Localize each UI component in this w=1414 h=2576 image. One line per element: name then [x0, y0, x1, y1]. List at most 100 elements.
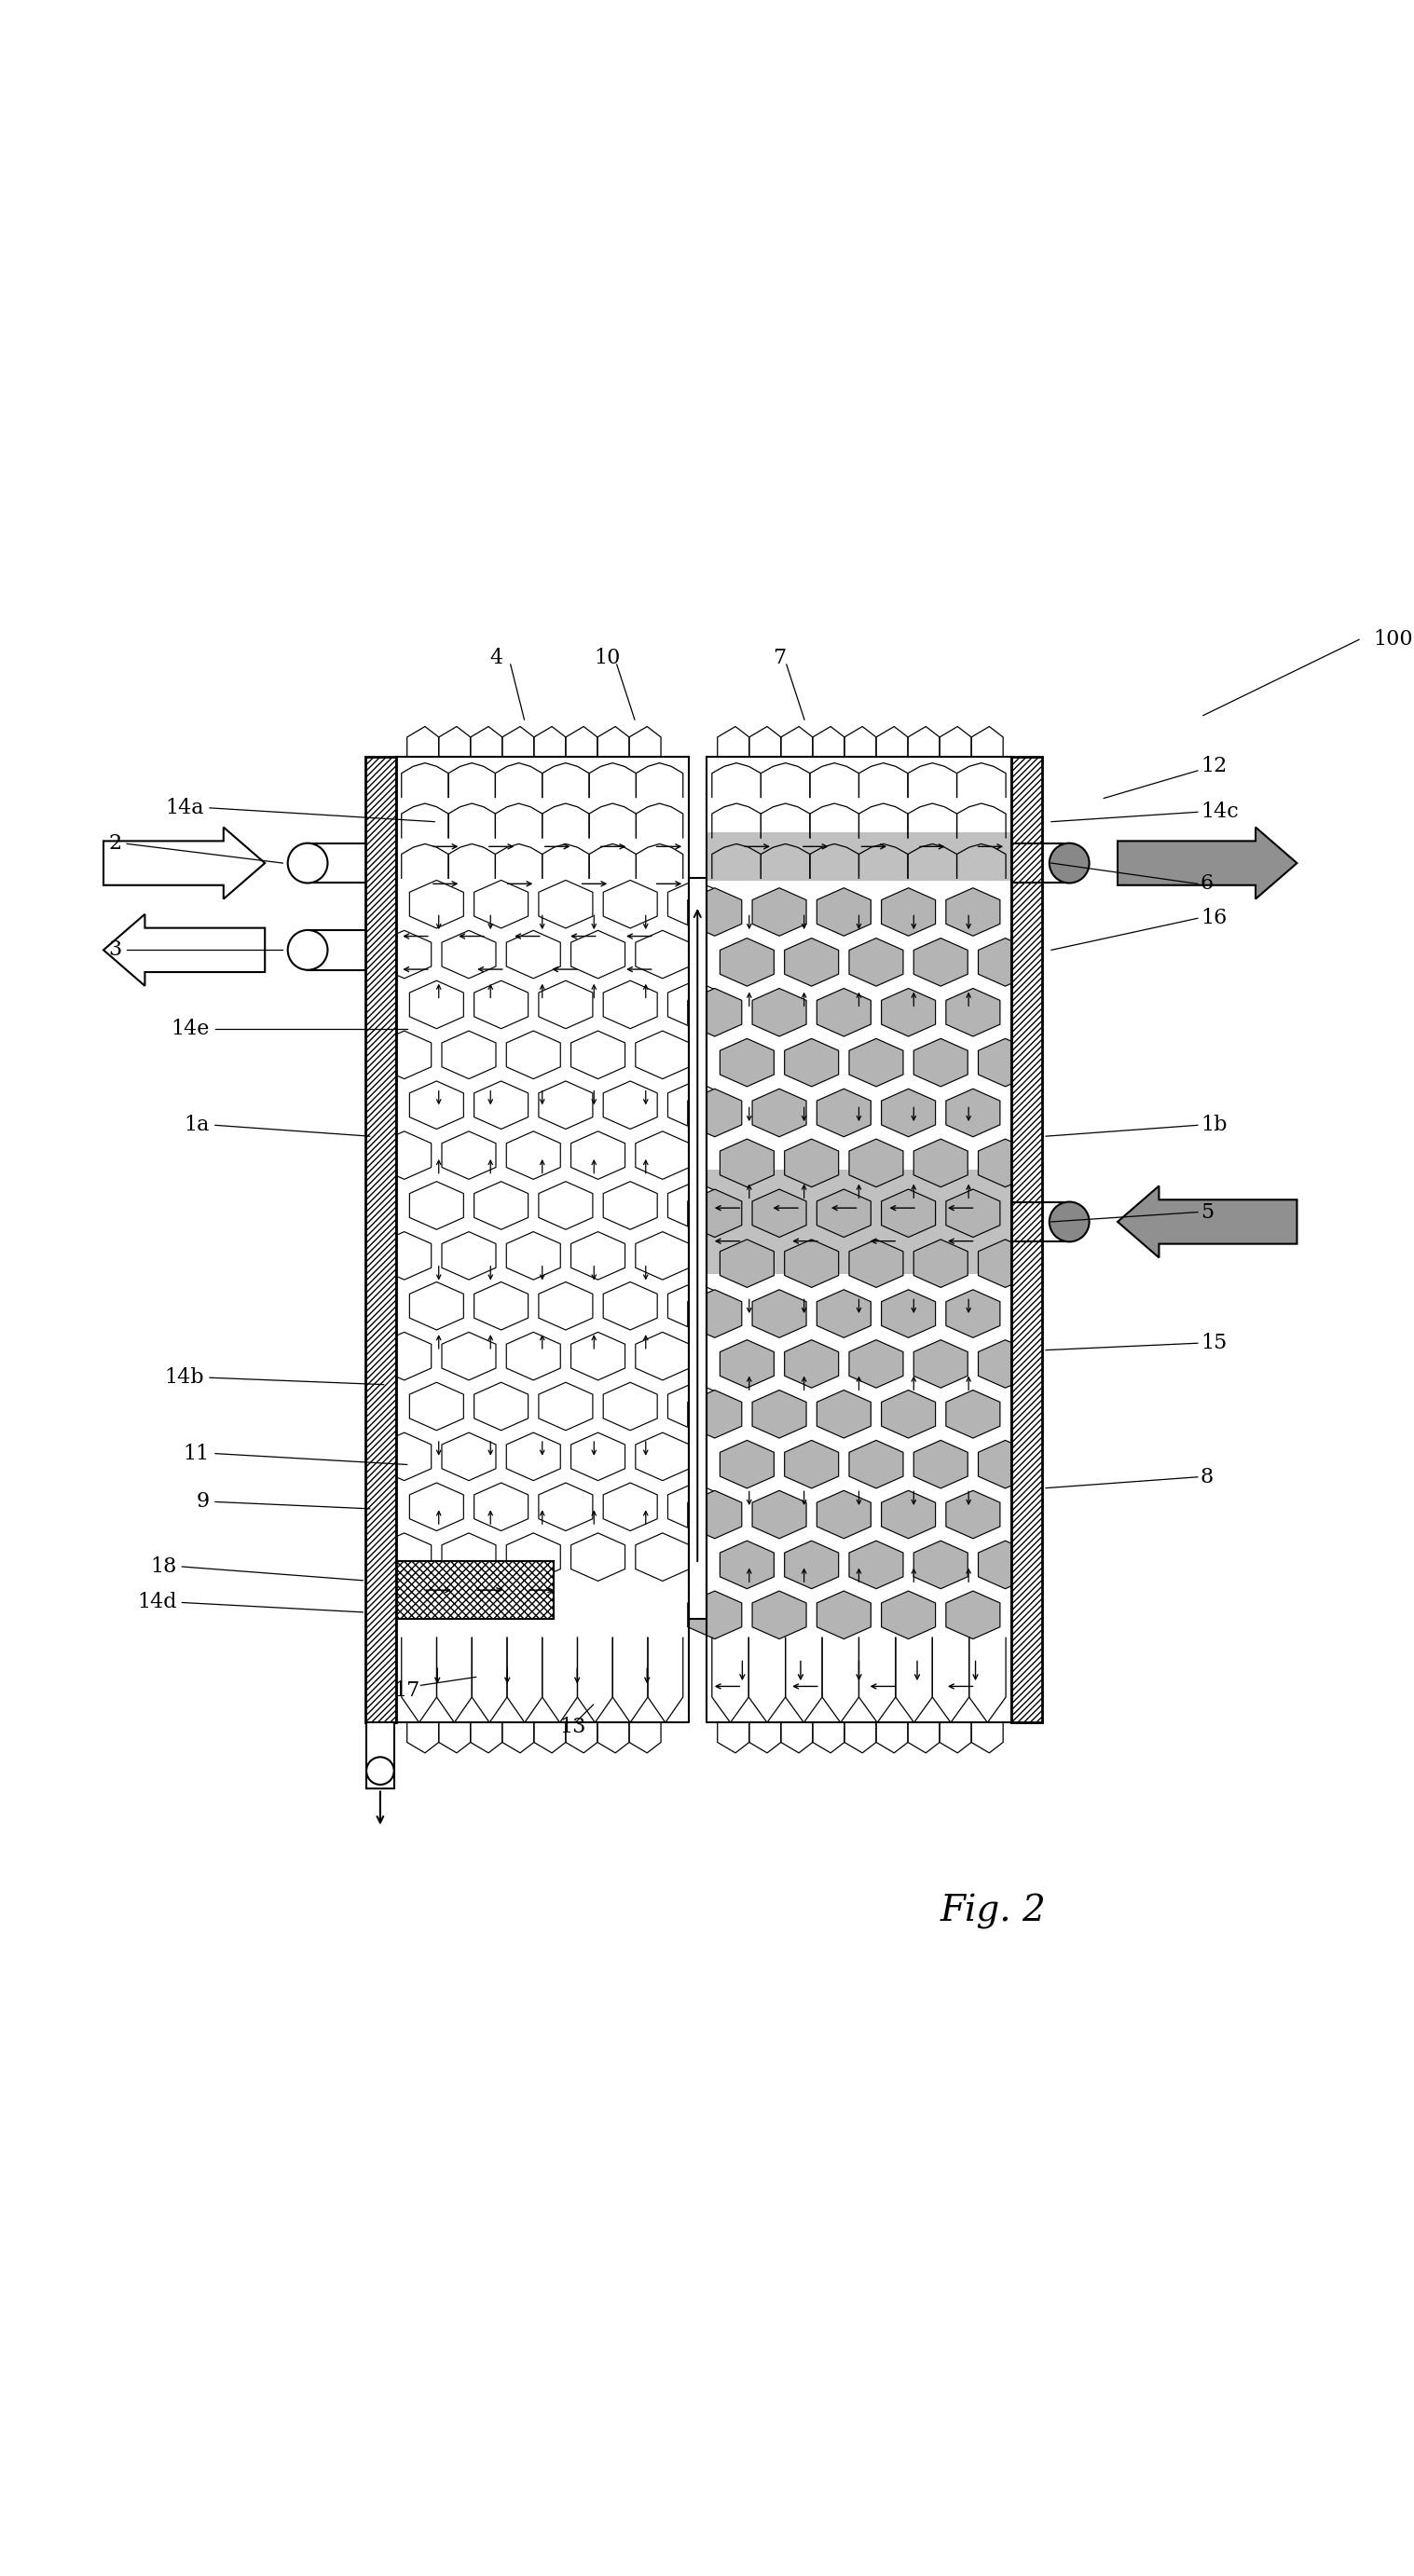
- Polygon shape: [687, 989, 742, 1036]
- Polygon shape: [687, 889, 742, 935]
- Polygon shape: [410, 1182, 464, 1229]
- Polygon shape: [410, 881, 464, 927]
- Polygon shape: [441, 1332, 496, 1381]
- Polygon shape: [946, 1090, 1000, 1136]
- Polygon shape: [687, 1190, 742, 1236]
- Polygon shape: [474, 1082, 529, 1128]
- Polygon shape: [378, 1131, 431, 1180]
- Bar: [396, 1561, 554, 1620]
- Text: 18: 18: [150, 1556, 177, 1577]
- Polygon shape: [817, 1291, 871, 1337]
- Text: 100: 100: [1373, 629, 1413, 649]
- Polygon shape: [913, 1239, 967, 1288]
- Polygon shape: [378, 1030, 431, 1079]
- Polygon shape: [378, 930, 431, 979]
- Polygon shape: [752, 1090, 806, 1136]
- Polygon shape: [946, 1492, 1000, 1538]
- Polygon shape: [1117, 827, 1297, 899]
- Polygon shape: [881, 1391, 936, 1437]
- Polygon shape: [635, 930, 690, 979]
- Polygon shape: [687, 1492, 742, 1538]
- Polygon shape: [410, 1283, 464, 1329]
- Polygon shape: [946, 1391, 1000, 1437]
- Polygon shape: [817, 1190, 871, 1236]
- Polygon shape: [474, 1484, 529, 1530]
- Text: 13: 13: [560, 1716, 585, 1736]
- Polygon shape: [441, 1030, 496, 1079]
- Polygon shape: [752, 1291, 806, 1337]
- Polygon shape: [506, 1332, 560, 1381]
- Polygon shape: [571, 930, 625, 979]
- Polygon shape: [474, 1182, 529, 1229]
- Polygon shape: [506, 1231, 560, 1280]
- Polygon shape: [604, 1283, 658, 1329]
- Text: 5: 5: [1200, 1203, 1213, 1224]
- Text: 14b: 14b: [164, 1368, 204, 1388]
- Polygon shape: [817, 989, 871, 1036]
- Polygon shape: [571, 1231, 625, 1280]
- Polygon shape: [720, 1340, 773, 1388]
- Text: 12: 12: [1200, 757, 1227, 778]
- Polygon shape: [752, 1391, 806, 1437]
- Polygon shape: [752, 889, 806, 935]
- Polygon shape: [506, 1030, 560, 1079]
- Polygon shape: [687, 1090, 742, 1136]
- Polygon shape: [687, 1391, 742, 1437]
- Text: 11: 11: [184, 1443, 209, 1463]
- Polygon shape: [667, 1383, 723, 1430]
- Text: 4: 4: [491, 647, 503, 667]
- Bar: [707, 1170, 1011, 1275]
- Polygon shape: [913, 1038, 967, 1087]
- Circle shape: [1049, 1203, 1089, 1242]
- Polygon shape: [378, 1231, 431, 1280]
- Bar: [689, 878, 707, 1620]
- Polygon shape: [850, 1540, 904, 1589]
- Bar: [707, 832, 1011, 881]
- Polygon shape: [752, 1190, 806, 1236]
- Polygon shape: [978, 1239, 1032, 1288]
- Text: 2: 2: [109, 835, 122, 855]
- Bar: [366, 1723, 395, 1788]
- Polygon shape: [474, 881, 529, 927]
- Polygon shape: [410, 1484, 464, 1530]
- Text: 14a: 14a: [165, 799, 204, 819]
- Polygon shape: [378, 1533, 431, 1582]
- Polygon shape: [635, 1231, 690, 1280]
- Polygon shape: [978, 1440, 1032, 1489]
- Text: 3: 3: [107, 940, 122, 961]
- Polygon shape: [881, 1492, 936, 1538]
- Text: 1b: 1b: [1200, 1115, 1227, 1136]
- Polygon shape: [635, 1030, 690, 1079]
- Text: 14e: 14e: [171, 1018, 209, 1038]
- Polygon shape: [539, 1182, 592, 1229]
- Polygon shape: [378, 1432, 431, 1481]
- Polygon shape: [410, 1383, 464, 1430]
- Circle shape: [287, 930, 328, 971]
- Polygon shape: [946, 1291, 1000, 1337]
- Polygon shape: [978, 1139, 1032, 1188]
- Polygon shape: [785, 938, 839, 987]
- Polygon shape: [978, 1340, 1032, 1388]
- Polygon shape: [539, 1383, 592, 1430]
- Text: 7: 7: [773, 647, 786, 667]
- Polygon shape: [913, 1139, 967, 1188]
- Polygon shape: [752, 989, 806, 1036]
- Polygon shape: [667, 1283, 723, 1329]
- Polygon shape: [913, 938, 967, 987]
- Polygon shape: [441, 1131, 496, 1180]
- Polygon shape: [978, 1038, 1032, 1087]
- Text: 15: 15: [1200, 1332, 1227, 1352]
- Polygon shape: [604, 881, 658, 927]
- Polygon shape: [720, 1440, 773, 1489]
- Polygon shape: [946, 889, 1000, 935]
- Polygon shape: [539, 981, 592, 1028]
- Polygon shape: [635, 1332, 690, 1381]
- Polygon shape: [667, 981, 723, 1028]
- Polygon shape: [635, 1533, 690, 1582]
- Polygon shape: [604, 1182, 658, 1229]
- Polygon shape: [506, 1131, 560, 1180]
- Polygon shape: [1117, 1185, 1297, 1257]
- Polygon shape: [913, 1540, 967, 1589]
- Polygon shape: [635, 1432, 690, 1481]
- Polygon shape: [881, 1190, 936, 1236]
